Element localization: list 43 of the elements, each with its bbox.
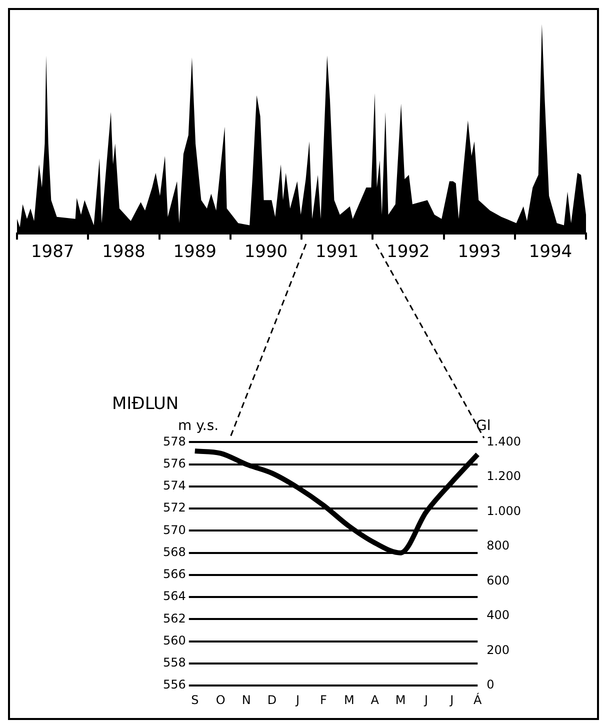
y-tick-label: 558: [163, 656, 186, 670]
x-tick-label: J: [449, 692, 454, 707]
x-tick-label: 1990: [244, 242, 288, 262]
y2-tick-label: 1.000: [486, 504, 522, 518]
x-tick-label: N: [242, 692, 251, 707]
x-tick-label: 1989: [173, 242, 216, 262]
y2-tick-label: 1.200: [486, 469, 522, 484]
x-tick-label: D: [267, 692, 277, 707]
y-tick-label: 560: [163, 633, 186, 648]
y2-axis-title: Gl: [476, 418, 491, 434]
y2-tick-label: 800: [486, 538, 510, 553]
x-tick-label: J: [423, 692, 428, 707]
y2-tick-label: 600: [486, 573, 510, 588]
y2-tick-label: 0: [486, 678, 494, 692]
y-tick-label: 576: [163, 456, 186, 470]
x-tick-label: A: [370, 692, 380, 707]
y2-tick-label: 1.400: [486, 434, 522, 448]
x-tick-label: S: [191, 692, 199, 707]
x-tick-label: 1991: [315, 242, 359, 262]
x-tick-label: O: [216, 692, 226, 707]
x-tick-label: 1987: [30, 242, 74, 262]
y-tick-label: 578: [163, 434, 186, 448]
x-tick-label: 1993: [458, 242, 501, 262]
x-tick-label: F: [320, 692, 327, 707]
y-tick-label: 564: [163, 589, 186, 604]
y-tick-label: 572: [163, 500, 186, 515]
y-tick-label: 570: [163, 522, 186, 537]
x-tick-label: M: [344, 692, 354, 707]
x-tick-label: 1994: [528, 242, 572, 262]
y-tick-label: 568: [163, 544, 186, 559]
y-axis-title: m y.s.: [178, 418, 219, 434]
x-tick-label: 1992: [386, 242, 430, 262]
x-tick-label: 1988: [102, 242, 146, 262]
y2-tick-label: 400: [486, 608, 510, 622]
y-tick-label: 556: [163, 678, 186, 692]
chart-title: MIÐLUN: [112, 394, 179, 414]
y2-tick-label: 200: [486, 642, 510, 657]
x-tick-label: M: [395, 692, 406, 707]
y-tick-label: 562: [163, 611, 186, 626]
y-tick-label: 566: [163, 567, 186, 582]
x-tick-label: Á: [474, 692, 483, 707]
x-tick-label: J: [294, 692, 300, 707]
y-tick-label: 574: [163, 478, 186, 493]
